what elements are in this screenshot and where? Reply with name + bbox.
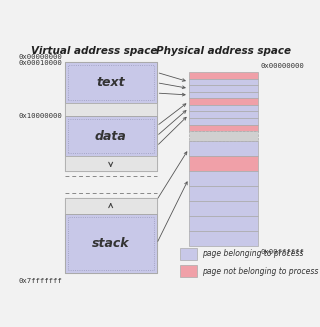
Bar [65, 198, 156, 214]
Bar [189, 131, 258, 141]
Bar [180, 248, 197, 260]
Bar [189, 118, 258, 125]
Bar [65, 62, 156, 103]
Bar [65, 198, 156, 273]
Bar [65, 156, 156, 171]
Bar [189, 141, 258, 156]
Text: page belonging to process: page belonging to process [203, 250, 304, 258]
Bar [65, 62, 156, 171]
Text: 0x00000000: 0x00000000 [261, 63, 304, 69]
Text: 0x00ffffff: 0x00ffffff [261, 249, 304, 255]
Text: page not belonging to process: page not belonging to process [203, 267, 319, 276]
Text: 0x00000000: 0x00000000 [19, 54, 62, 60]
Bar [189, 72, 258, 78]
Bar [189, 78, 258, 85]
Bar [68, 65, 154, 100]
Bar [189, 92, 258, 98]
Bar [189, 105, 258, 112]
Text: 0x7fffffff: 0x7fffffff [19, 278, 62, 284]
Text: text: text [96, 76, 125, 89]
Bar [180, 265, 197, 277]
Bar [189, 156, 258, 171]
Text: Virtual address space: Virtual address space [31, 45, 158, 56]
Bar [189, 125, 258, 131]
Text: Physical address space: Physical address space [156, 45, 291, 56]
Bar [68, 217, 154, 270]
Bar [189, 186, 258, 201]
Bar [189, 98, 258, 105]
Text: 0x10000000: 0x10000000 [19, 113, 62, 119]
Bar [65, 214, 156, 273]
Bar [189, 201, 258, 216]
Bar [68, 119, 154, 153]
Text: stack: stack [92, 237, 130, 250]
Bar [65, 103, 156, 116]
Bar [189, 231, 258, 246]
Bar [189, 216, 258, 231]
Bar [189, 85, 258, 92]
Text: data: data [95, 130, 126, 143]
Bar [189, 112, 258, 118]
Bar [65, 116, 156, 156]
Bar [189, 171, 258, 186]
Text: 0x00010000: 0x00010000 [19, 60, 62, 66]
